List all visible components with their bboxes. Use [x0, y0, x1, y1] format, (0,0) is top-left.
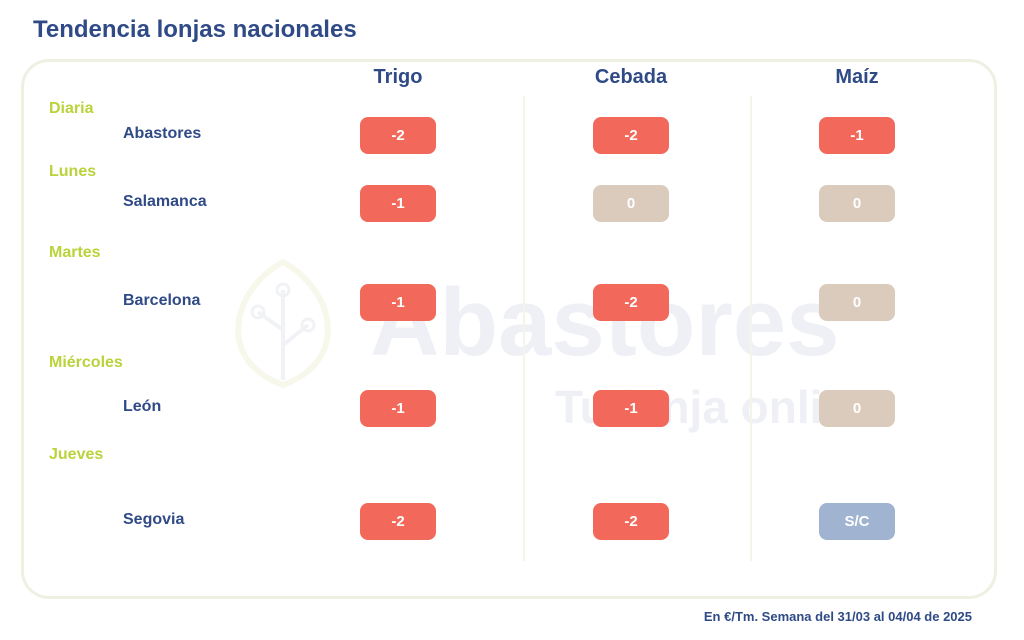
trend-badge: -1 [360, 390, 436, 427]
trend-badge: S/C [819, 503, 895, 540]
trend-badge: -1 [593, 390, 669, 427]
trend-badge: 0 [819, 390, 895, 427]
trend-badge: -1 [819, 117, 895, 154]
trend-badge: 0 [819, 185, 895, 222]
column-header-cebada: Cebada [594, 66, 668, 88]
trend-badge: -2 [360, 117, 436, 154]
day-label: Diaria [49, 100, 94, 117]
market-label: Segovia [123, 511, 185, 528]
trend-badge: -2 [593, 117, 669, 154]
footer-note: En €/Tm. Semana del 31/03 al 04/04 de 20… [703, 609, 972, 624]
column-divider [523, 96, 525, 561]
trend-badge: -2 [360, 503, 436, 540]
trend-badge: -1 [360, 185, 436, 222]
trend-badge: 0 [593, 185, 669, 222]
day-label: Jueves [49, 446, 104, 463]
market-label: León [123, 398, 162, 415]
trend-badge: -2 [593, 503, 669, 540]
market-label: Barcelona [123, 292, 201, 309]
column-header-trigo: Trigo [373, 66, 423, 88]
day-label: Miércoles [49, 354, 123, 371]
market-label: Salamanca [123, 193, 207, 210]
trend-badge: -2 [593, 284, 669, 321]
market-label: Abastores [123, 125, 202, 142]
trend-badge: 0 [819, 284, 895, 321]
column-divider [750, 96, 752, 561]
page-title: Tendencia lonjas nacionales [33, 16, 357, 43]
column-header-maiz: Maíz [835, 66, 879, 88]
day-label: Martes [49, 244, 101, 261]
day-label: Lunes [49, 163, 97, 180]
trend-badge: -1 [360, 284, 436, 321]
